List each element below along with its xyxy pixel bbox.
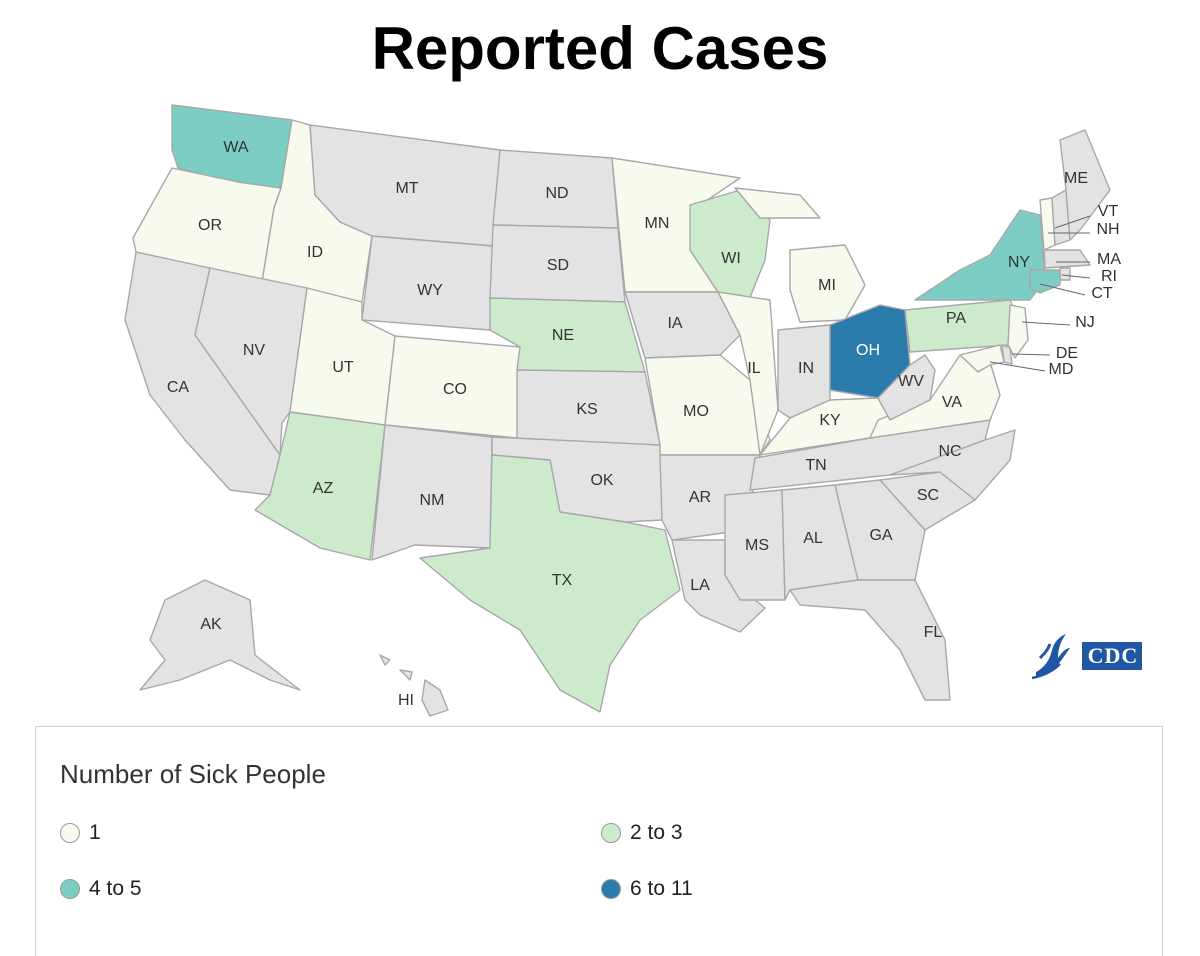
- state-label-nh: NH: [1096, 221, 1119, 238]
- state-label-mt: MT: [395, 180, 418, 197]
- legend: Number of Sick People 1 2 to 3 4 to 5 6 …: [35, 726, 1163, 956]
- state-label-nm: NM: [420, 492, 445, 509]
- state-label-wv: WV: [898, 373, 924, 390]
- legend-label-2-to-3: 2 to 3: [630, 821, 683, 844]
- state-label-oh: OH: [856, 342, 880, 359]
- legend-swatch-6-to-11: [601, 879, 621, 899]
- state-label-nv: NV: [243, 342, 266, 359]
- leader-ri: [1061, 274, 1091, 279]
- state-ia: [624, 291, 741, 359]
- state-label-va: VA: [942, 394, 962, 411]
- leader-de: [1011, 353, 1051, 356]
- state-label-sc: SC: [917, 487, 939, 504]
- state-label-me: ME: [1064, 170, 1088, 187]
- cdc-logo-text: CDC: [1087, 643, 1139, 668]
- state-me: [1059, 129, 1111, 241]
- state-label-pa: PA: [946, 310, 966, 327]
- legend-swatch-1: [60, 823, 80, 843]
- legend-item-2-to-3: 2 to 3: [601, 821, 683, 845]
- state-label-az: AZ: [313, 480, 334, 497]
- state-label-wy: WY: [417, 282, 443, 299]
- state-nc: [889, 429, 1016, 501]
- legend-item-1: 1: [60, 821, 101, 845]
- state-ma: [1043, 249, 1091, 269]
- legend-item-6-to-11: 6 to 11: [601, 877, 693, 901]
- legend-item-4-to-5: 4 to 5: [60, 877, 142, 901]
- state-ny: [914, 209, 1046, 301]
- state-label-ri: RI: [1101, 268, 1117, 285]
- legend-label-6-to-11: 6 to 11: [630, 877, 693, 900]
- state-hi: [379, 654, 449, 717]
- state-label-sd: SD: [547, 257, 569, 274]
- hhs-eagle-icon: [1031, 634, 1142, 680]
- state-label-nj: NJ: [1075, 314, 1095, 331]
- state-nj: [1007, 304, 1029, 359]
- legend-swatch-2-to-3: [601, 823, 621, 843]
- state-label-in: IN: [798, 360, 814, 377]
- state-label-il: IL: [747, 360, 760, 377]
- state-label-de: DE: [1056, 345, 1078, 362]
- state-ms: [724, 489, 786, 601]
- state-label-mn: MN: [645, 215, 670, 232]
- state-label-id: ID: [307, 244, 323, 261]
- state-ak: [139, 579, 301, 691]
- state-label-hi: HI: [398, 692, 414, 709]
- leader-nj: [1021, 321, 1071, 326]
- state-wv: [877, 354, 936, 421]
- state-label-tn: TN: [805, 457, 826, 474]
- state-label-ne: NE: [552, 327, 574, 344]
- state-label-co: CO: [443, 381, 467, 398]
- state-label-ut: UT: [332, 359, 354, 376]
- state-label-nd: ND: [545, 185, 568, 202]
- legend-title: Number of Sick People: [60, 759, 326, 789]
- state-label-vt: VT: [1098, 203, 1119, 220]
- state-va: [869, 354, 1001, 439]
- state-label-ar: AR: [689, 489, 711, 506]
- legend-label-1: 1: [89, 821, 101, 844]
- state-label-ak: AK: [200, 616, 222, 633]
- state-label-or: OR: [198, 217, 222, 234]
- state-label-la: LA: [690, 577, 710, 594]
- leader-ct: [1039, 283, 1086, 296]
- state-label-ms: MS: [745, 537, 769, 554]
- state-mo: [644, 354, 771, 456]
- state-label-ok: OK: [590, 472, 613, 489]
- leader-md: [989, 361, 1046, 372]
- state-label-tx: TX: [552, 572, 573, 589]
- state-label-mo: MO: [683, 403, 709, 420]
- state-label-nc: NC: [938, 443, 961, 460]
- state-label-ct: CT: [1091, 285, 1113, 302]
- state-ct: [1029, 269, 1061, 294]
- state-label-md: MD: [1049, 361, 1074, 378]
- state-label-wi: WI: [721, 250, 741, 267]
- legend-label-4-to-5: 4 to 5: [89, 877, 142, 900]
- state-label-ky: KY: [819, 412, 841, 429]
- state-label-ny: NY: [1008, 254, 1031, 271]
- state-label-al: AL: [803, 530, 823, 547]
- state-ri: [1059, 267, 1071, 281]
- state-label-ks: KS: [576, 401, 597, 418]
- us-map: WA OR CA ID NV MT WY UT AZ CO NM ND SD NE KS OK TX MN IA MO…: [124, 104, 1121, 717]
- leader-vt: [1054, 215, 1091, 229]
- state-label-ma: MA: [1097, 251, 1121, 268]
- cdc-logo: CDC: [1030, 628, 1145, 682]
- state-label-ga: GA: [869, 527, 892, 544]
- legend-swatch-4-to-5: [60, 879, 80, 899]
- state-label-wa: WA: [223, 139, 249, 156]
- page-title: Reported Cases: [371, 15, 829, 82]
- state-nm: [371, 424, 493, 561]
- state-label-mi: MI: [818, 277, 836, 294]
- state-label-ia: IA: [667, 315, 682, 332]
- state-tx: [419, 454, 681, 713]
- state-fl: [789, 579, 951, 701]
- state-label-ca: CA: [167, 379, 190, 396]
- state-label-fl: FL: [924, 624, 943, 641]
